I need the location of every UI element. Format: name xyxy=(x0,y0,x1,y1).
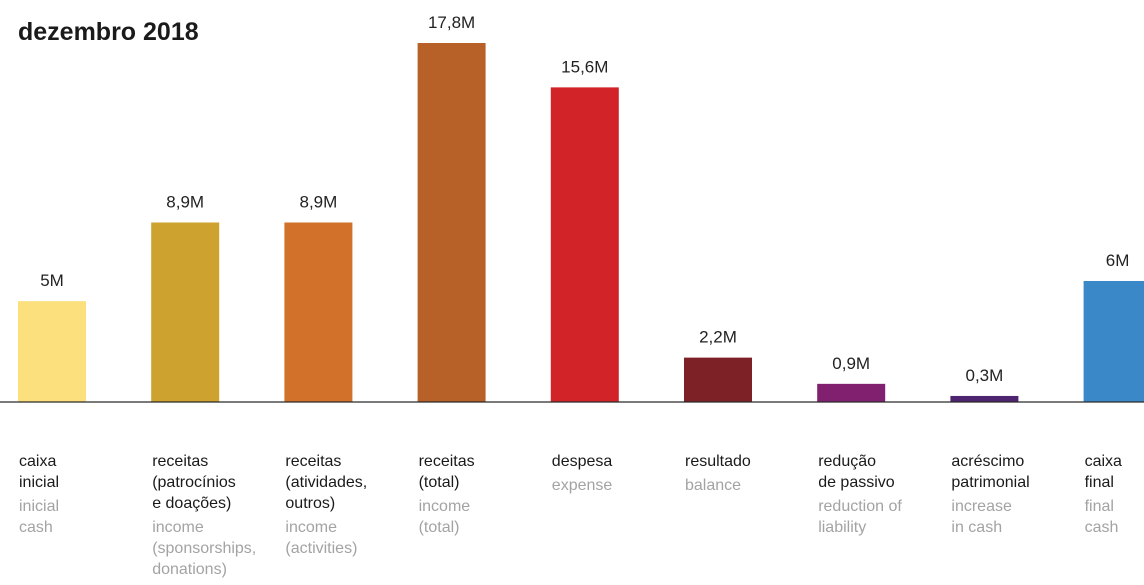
category-sublabel-2: income (activities) xyxy=(285,519,357,557)
category-label-line: e doações) xyxy=(152,495,231,512)
category-label-line: de passivo xyxy=(818,474,895,491)
value-label-7: 0,3M xyxy=(966,366,1004,385)
value-label-2: 8,9M xyxy=(300,193,338,212)
category-sublabel-5: balance xyxy=(685,477,741,494)
category-label-line: acréscimo xyxy=(951,453,1024,470)
category-label-line: inicial xyxy=(19,474,59,491)
category-sublabel-line: in cash xyxy=(951,519,1002,536)
bar-2 xyxy=(284,222,353,402)
value-label-8: 6M xyxy=(1106,251,1130,270)
category-label-line: (patrocínios xyxy=(152,474,236,491)
category-sublabel-7: increase in cash xyxy=(951,498,1012,536)
value-label-6: 0,9M xyxy=(832,354,870,373)
category-sublabel-8: final cash xyxy=(1085,498,1119,536)
category-label-6: redução de passivo xyxy=(818,453,895,491)
category-sublabel-line: expense xyxy=(552,477,613,494)
category-sublabel-line: balance xyxy=(685,477,741,494)
bars xyxy=(18,43,1144,402)
category-label-line: receitas xyxy=(152,453,208,470)
category-label-8: caixa final xyxy=(1085,453,1122,491)
category-label-line: receitas xyxy=(285,453,341,470)
category-label-7: acréscimo patrimonial xyxy=(951,453,1029,491)
value-label-4: 15,6M xyxy=(561,57,608,76)
value-label-3: 17,8M xyxy=(428,13,475,32)
category-label-line: resultado xyxy=(685,453,751,470)
category-sublabel-line: inicial xyxy=(19,498,59,515)
bar-6 xyxy=(817,383,886,402)
category-sublabel-line: (total) xyxy=(419,519,460,536)
category-label-line: despesa xyxy=(552,453,613,470)
bar-0 xyxy=(18,301,86,402)
category-label-line: final xyxy=(1085,474,1114,491)
bar-1 xyxy=(151,222,220,402)
category-label-line: receitas xyxy=(419,453,475,470)
bar-4 xyxy=(550,87,619,402)
category-sublabel-line: income xyxy=(152,519,204,536)
value-label-1: 8,9M xyxy=(166,193,204,212)
category-label-5: resultado xyxy=(685,453,751,470)
category-sublabel-line: increase xyxy=(951,498,1012,515)
bar-5 xyxy=(684,357,752,402)
bar-3 xyxy=(417,43,486,402)
category-sublabel-0: inicial cash xyxy=(19,498,59,536)
category-sublabel-line: cash xyxy=(1085,519,1119,536)
value-labels: 5M 8,9M 8,9M 17,8M 15,6M 2,2M 0,9M 0,3M 6M xyxy=(40,13,1129,385)
chart-title: dezembro 2018 xyxy=(18,18,199,46)
category-sublabel-1: income (sponsorships, donations) xyxy=(152,519,256,578)
category-label-line: patrimonial xyxy=(951,474,1029,491)
category-sublabel-line: donations) xyxy=(152,561,227,578)
category-label-0: caixa inicial xyxy=(19,453,59,491)
category-label-line: redução xyxy=(818,453,876,470)
category-sublabel-4: expense xyxy=(552,477,613,494)
category-sublabel-3: income (total) xyxy=(419,498,471,536)
category-label-2: receitas (atividades, outros) xyxy=(285,453,367,512)
category-label-line: (atividades, xyxy=(285,474,367,491)
category-sublabel-line: liability xyxy=(818,519,866,536)
category-label-1: receitas (patrocínios e doações) xyxy=(152,453,236,512)
category-label-line: (total) xyxy=(419,474,460,491)
category-labels: caixa inicial inicial cash receitas (patrocín… xyxy=(19,453,1122,578)
category-sublabel-line: reduction of xyxy=(818,498,902,515)
category-sublabel-line: cash xyxy=(19,519,53,536)
category-sublabel-6: reduction of liability xyxy=(818,498,902,536)
category-label-line: caixa xyxy=(1085,453,1122,470)
category-sublabel-line: income xyxy=(419,498,471,515)
category-sublabel-line: (sponsorships, xyxy=(152,540,256,557)
category-sublabel-line: (activities) xyxy=(285,540,357,557)
category-sublabel-line: income xyxy=(285,519,337,536)
value-label-0: 5M xyxy=(40,271,64,290)
category-sublabel-line: final xyxy=(1085,498,1114,515)
category-label-line: caixa xyxy=(19,453,56,470)
bar-8 xyxy=(1083,280,1144,402)
category-label-4: despesa xyxy=(552,453,613,470)
value-label-5: 2,2M xyxy=(699,328,737,347)
category-label-line: outros) xyxy=(285,495,335,512)
category-label-3: receitas (total) xyxy=(419,453,475,491)
bar-7 xyxy=(950,395,1019,402)
